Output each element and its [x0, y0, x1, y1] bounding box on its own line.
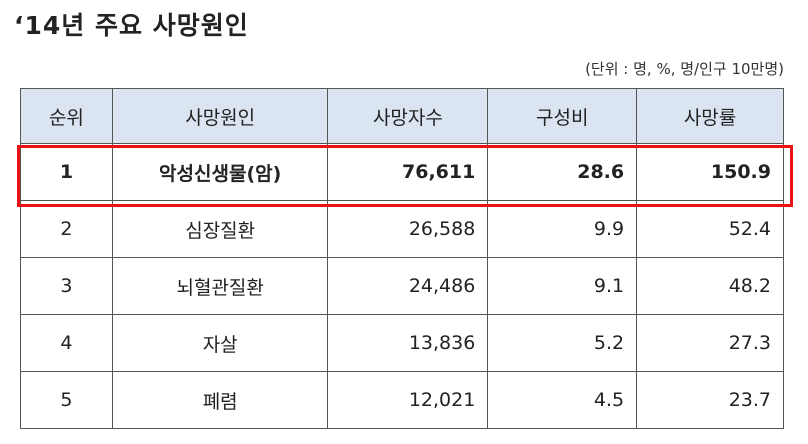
table-cell: 폐렴	[111, 371, 329, 429]
table-body: 1 악성신생물(암) 76,611 28.6 150.9 2 심장질환 26,588 9.9 52…	[20, 143, 784, 429]
table-cell: 48.2	[636, 257, 784, 315]
table-cell: 52.4	[636, 200, 784, 258]
title: ‘14년 주요 사망원인	[14, 11, 249, 40]
table-cell: 9.9	[487, 200, 638, 258]
table-cell: 28.6	[487, 143, 638, 201]
table-cell: 1	[20, 143, 113, 201]
table-cell: 150.9	[636, 143, 784, 201]
table: 순위 사망원인 사망자수 구성비 사망률 1 악성신생물(암) 76,611 28.6…	[20, 88, 784, 429]
highlight-box	[17, 145, 793, 207]
unit-note: (단위 : 명, %, 명/인구 10만명)	[585, 60, 784, 78]
table-cell: 13,836	[327, 314, 489, 372]
table-cell: 4.5	[487, 371, 638, 429]
table-row: 4 자살 13,836 5.2 27.3	[20, 314, 784, 372]
table-cell: 12,021	[327, 371, 489, 429]
column-header: 사망자수	[327, 88, 489, 144]
column-header: 사망률	[636, 88, 784, 144]
table-cell: 3	[20, 257, 113, 315]
table-cell: 2	[20, 200, 113, 258]
column-header: 사망원인	[111, 88, 329, 144]
table-cell: 자살	[111, 314, 329, 372]
table-cell: 27.3	[636, 314, 784, 372]
column-header: 순위	[20, 88, 113, 144]
table-cell: 23.7	[636, 371, 784, 429]
table-cell: 뇌혈관질환	[111, 257, 329, 315]
table-cell: 26,588	[327, 200, 489, 258]
table-cell: 5.2	[487, 314, 638, 372]
table-row: 3 뇌혈관질환 24,486 9.1 48.2	[20, 257, 784, 315]
table-cell: 악성신생물(암)	[111, 143, 329, 201]
table-row: 1 악성신생물(암) 76,611 28.6 150.9	[20, 143, 784, 201]
table-cell: 9.1	[487, 257, 638, 315]
column-header: 구성비	[487, 88, 638, 144]
table-cell: 24,486	[327, 257, 489, 315]
table-row: 2 심장질환 26,588 9.9 52.4	[20, 200, 784, 258]
table-cell: 심장질환	[111, 200, 329, 258]
table-row: 5 폐렴 12,021 4.5 23.7	[20, 371, 784, 429]
table-cell: 4	[20, 314, 113, 372]
header-row: 순위 사망원인 사망자수 구성비 사망률	[20, 88, 784, 144]
table-cell: 5	[20, 371, 113, 429]
